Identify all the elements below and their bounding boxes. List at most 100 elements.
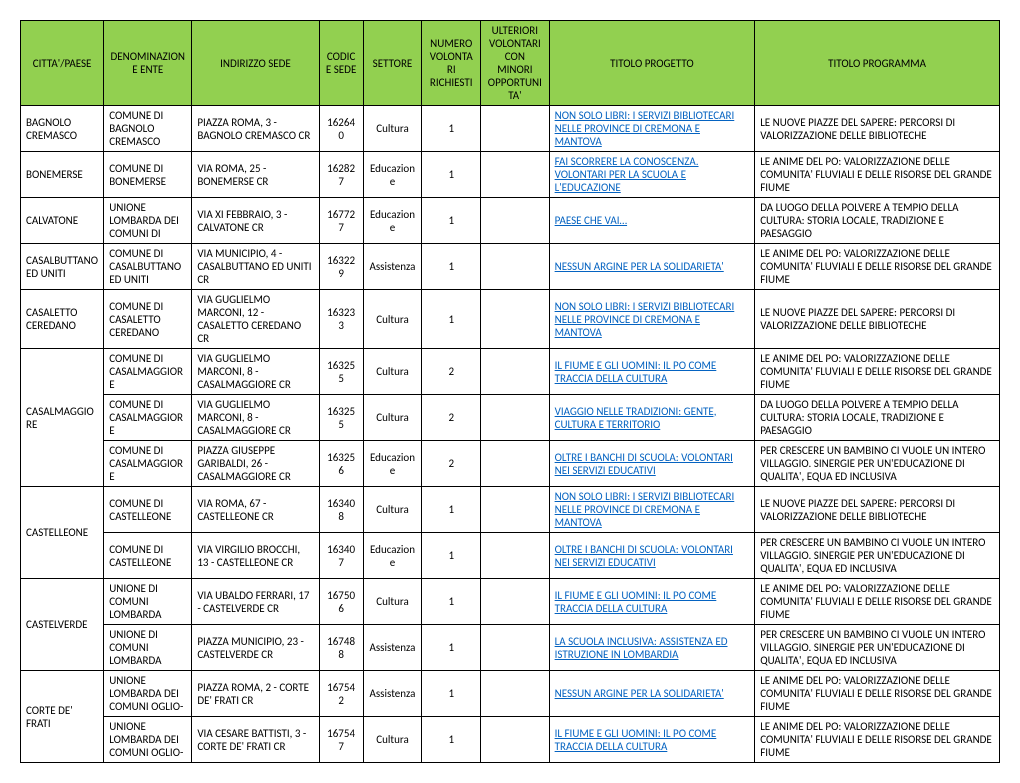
table-row: CASTELVERDEUNIONE DI COMUNI LOMBARDAVIA … (21, 579, 1000, 625)
col-header-7: TITOLO PROGETTO (549, 21, 755, 106)
cell-programma: LE ANIME DEL PO: VALORIZZAZIONE DELLE CO… (755, 244, 1000, 290)
cell-ente: COMUNE DI CASALETTO CEREDANO (104, 290, 192, 349)
cell-volontari: 1 (422, 671, 481, 717)
project-link[interactable]: FAI SCORRERE LA CONOSCENZA. VOLONTARI PE… (555, 155, 699, 194)
cell-volontari: 1 (422, 244, 481, 290)
table-row: CASALMAGGIORECOMUNE DI CASALMAGGIOREVIA … (21, 349, 1000, 395)
cell-programma: LE NUOVE PIAZZE DEL SAPERE: PERCORSI DI … (755, 290, 1000, 349)
col-header-1: DENOMINAZIONE ENTE (104, 21, 192, 106)
cell-progetto: NON SOLO LIBRI: I SERVIZI BIBLIOTECARI N… (549, 487, 755, 533)
project-link[interactable]: OLTRE I BANCHI DI SCUOLA: VOLONTARI NEI … (555, 543, 733, 569)
cell-indirizzo: VIA UBALDO FERRARI, 17 - CASTELVERDE CR (192, 579, 319, 625)
project-link[interactable]: IL FIUME E GLI UOMINI: IL PO COME TRACCI… (555, 727, 717, 753)
cell-codice: 167506 (319, 579, 363, 625)
cell-indirizzo: VIA GUGLIELMO MARCONI, 8 - CASALMAGGIORE… (192, 349, 319, 395)
cell-programma: LE ANIME DEL PO: VALORIZZAZIONE DELLE CO… (755, 579, 1000, 625)
cell-ulteriori (481, 152, 550, 198)
cell-programma: LE ANIME DEL PO: VALORIZZAZIONE DELLE CO… (755, 717, 1000, 763)
cell-citta: CASTELVERDE (21, 579, 104, 671)
cell-progetto: LA SCUOLA INCLUSIVA: ASSISTENZA ED ISTRU… (549, 625, 755, 671)
cell-settore: Cultura (363, 106, 422, 152)
cell-indirizzo: VIA ROMA, 67 - CASTELLEONE CR (192, 487, 319, 533)
cell-programma: PER CRESCERE UN BAMBINO CI VUOLE UN INTE… (755, 533, 1000, 579)
cell-indirizzo: VIA CESARE BATTISTI, 3 - CORTE DE' FRATI… (192, 717, 319, 763)
table-row: BAGNOLO CREMASCOCOMUNE DI BAGNOLO CREMAS… (21, 106, 1000, 152)
cell-ulteriori (481, 671, 550, 717)
cell-indirizzo: VIA GUGLIELMO MARCONI, 12 - CASALETTO CE… (192, 290, 319, 349)
col-header-8: TITOLO PROGRAMMA (755, 21, 1000, 106)
project-link[interactable]: IL FIUME E GLI UOMINI: IL PO COME TRACCI… (555, 359, 717, 385)
project-link[interactable]: NESSUN ARGINE PER LA SOLIDARIETA' (555, 260, 724, 273)
project-link[interactable]: IL FIUME E GLI UOMINI: IL PO COME TRACCI… (555, 589, 717, 615)
cell-settore: Cultura (363, 487, 422, 533)
cell-ente: UNIONE DI COMUNI LOMBARDA (104, 579, 192, 625)
cell-citta: BONEMERSE (21, 152, 104, 198)
cell-progetto: OLTRE I BANCHI DI SCUOLA: VOLONTARI NEI … (549, 533, 755, 579)
cell-settore: Assistenza (363, 244, 422, 290)
cell-codice: 167547 (319, 717, 363, 763)
cell-ulteriori (481, 244, 550, 290)
cell-programma: LE NUOVE PIAZZE DEL SAPERE: PERCORSI DI … (755, 106, 1000, 152)
project-link[interactable]: OLTRE I BANCHI DI SCUOLA: VOLONTARI NEI … (555, 451, 733, 477)
cell-ente: COMUNE DI CASTELLEONE (104, 487, 192, 533)
cell-settore: Educazione (363, 441, 422, 487)
table-row: CASTELLEONECOMUNE DI CASTELLEONEVIA ROMA… (21, 487, 1000, 533)
cell-ente: COMUNE DI CASALMAGGIORE (104, 441, 192, 487)
cell-volontari: 1 (422, 533, 481, 579)
cell-programma: LE NUOVE PIAZZE DEL SAPERE: PERCORSI DI … (755, 487, 1000, 533)
project-link[interactable]: LA SCUOLA INCLUSIVA: ASSISTENZA ED ISTRU… (555, 635, 728, 661)
cell-progetto: IL FIUME E GLI UOMINI: IL PO COME TRACCI… (549, 717, 755, 763)
cell-progetto: FAI SCORRERE LA CONOSCENZA. VOLONTARI PE… (549, 152, 755, 198)
cell-programma: PER CRESCERE UN BAMBINO CI VUOLE UN INTE… (755, 625, 1000, 671)
cell-ente: COMUNE DI CASALMAGGIORE (104, 395, 192, 441)
cell-codice: 163256 (319, 441, 363, 487)
project-link[interactable]: VIAGGIO NELLE TRADIZIONI: GENTE, CULTURA… (555, 405, 717, 431)
col-header-2: INDIRIZZO SEDE (192, 21, 319, 106)
cell-settore: Assistenza (363, 625, 422, 671)
project-link[interactable]: NON SOLO LIBRI: I SERVIZI BIBLIOTECARI N… (555, 109, 735, 148)
table-row: CASALBUTTANO ED UNITICOMUNE DI CASALBUTT… (21, 244, 1000, 290)
project-link[interactable]: NON SOLO LIBRI: I SERVIZI BIBLIOTECARI N… (555, 490, 735, 529)
cell-programma: PER CRESCERE UN BAMBINO CI VUOLE UN INTE… (755, 441, 1000, 487)
cell-citta: BAGNOLO CREMASCO (21, 106, 104, 152)
col-header-6: ULTERIORI VOLONTARI CON MINORI OPPORTUNI… (481, 21, 550, 106)
cell-codice: 163255 (319, 395, 363, 441)
cell-volontari: 1 (422, 152, 481, 198)
cell-ente: COMUNE DI CASALMAGGIORE (104, 349, 192, 395)
cell-volontari: 1 (422, 579, 481, 625)
project-link[interactable]: NON SOLO LIBRI: I SERVIZI BIBLIOTECARI N… (555, 300, 735, 339)
table-row: BONEMERSECOMUNE DI BONEMERSEVIA ROMA, 25… (21, 152, 1000, 198)
cell-progetto: NESSUN ARGINE PER LA SOLIDARIETA' (549, 244, 755, 290)
table-row: COMUNE DI CASALMAGGIOREPIAZZA GIUSEPPE G… (21, 441, 1000, 487)
table-row: CASALETTO CEREDANOCOMUNE DI CASALETTO CE… (21, 290, 1000, 349)
cell-indirizzo: PIAZZA MUNICIPIO, 23 - CASTELVERDE CR (192, 625, 319, 671)
cell-codice: 163229 (319, 244, 363, 290)
cell-progetto: NESSUN ARGINE PER LA SOLIDARIETA' (549, 671, 755, 717)
cell-ulteriori (481, 198, 550, 244)
table-row: CALVATONEUNIONE LOMBARDA DEI COMUNI DIVI… (21, 198, 1000, 244)
table-body: BAGNOLO CREMASCOCOMUNE DI BAGNOLO CREMAS… (21, 106, 1000, 763)
table-row: COMUNE DI CASTELLEONEVIA VIRGILIO BROCCH… (21, 533, 1000, 579)
table-row: COMUNE DI CASALMAGGIOREVIA GUGLIELMO MAR… (21, 395, 1000, 441)
cell-progetto: NON SOLO LIBRI: I SERVIZI BIBLIOTECARI N… (549, 290, 755, 349)
cell-ulteriori (481, 106, 550, 152)
cell-codice: 162827 (319, 152, 363, 198)
cell-programma: DA LUOGO DELLA POLVERE A TEMPIO DELLA CU… (755, 395, 1000, 441)
cell-codice: 167727 (319, 198, 363, 244)
cell-progetto: NON SOLO LIBRI: I SERVIZI BIBLIOTECARI N… (549, 106, 755, 152)
cell-settore: Cultura (363, 395, 422, 441)
cell-codice: 163233 (319, 290, 363, 349)
cell-ulteriori (481, 290, 550, 349)
table-row: CORTE DE' FRATIUNIONE LOMBARDA DEI COMUN… (21, 671, 1000, 717)
cell-ente: UNIONE LOMBARDA DEI COMUNI DI (104, 198, 192, 244)
cell-indirizzo: PIAZZA GIUSEPPE GARIBALDI, 26 - CASALMAG… (192, 441, 319, 487)
cell-indirizzo: VIA MUNICIPIO, 4 - CASALBUTTANO ED UNITI… (192, 244, 319, 290)
cell-ente: COMUNE DI BAGNOLO CREMASCO (104, 106, 192, 152)
project-link[interactable]: NESSUN ARGINE PER LA SOLIDARIETA' (555, 687, 724, 700)
cell-progetto: IL FIUME E GLI UOMINI: IL PO COME TRACCI… (549, 579, 755, 625)
cell-citta: CASTELLEONE (21, 487, 104, 579)
cell-settore: Educazione (363, 152, 422, 198)
cell-ente: UNIONE LOMBARDA DEI COMUNI OGLIO- (104, 671, 192, 717)
project-link[interactable]: PAESE CHE VAI… (555, 214, 627, 227)
cell-indirizzo: PIAZZA ROMA, 2 - CORTE DE' FRATI CR (192, 671, 319, 717)
